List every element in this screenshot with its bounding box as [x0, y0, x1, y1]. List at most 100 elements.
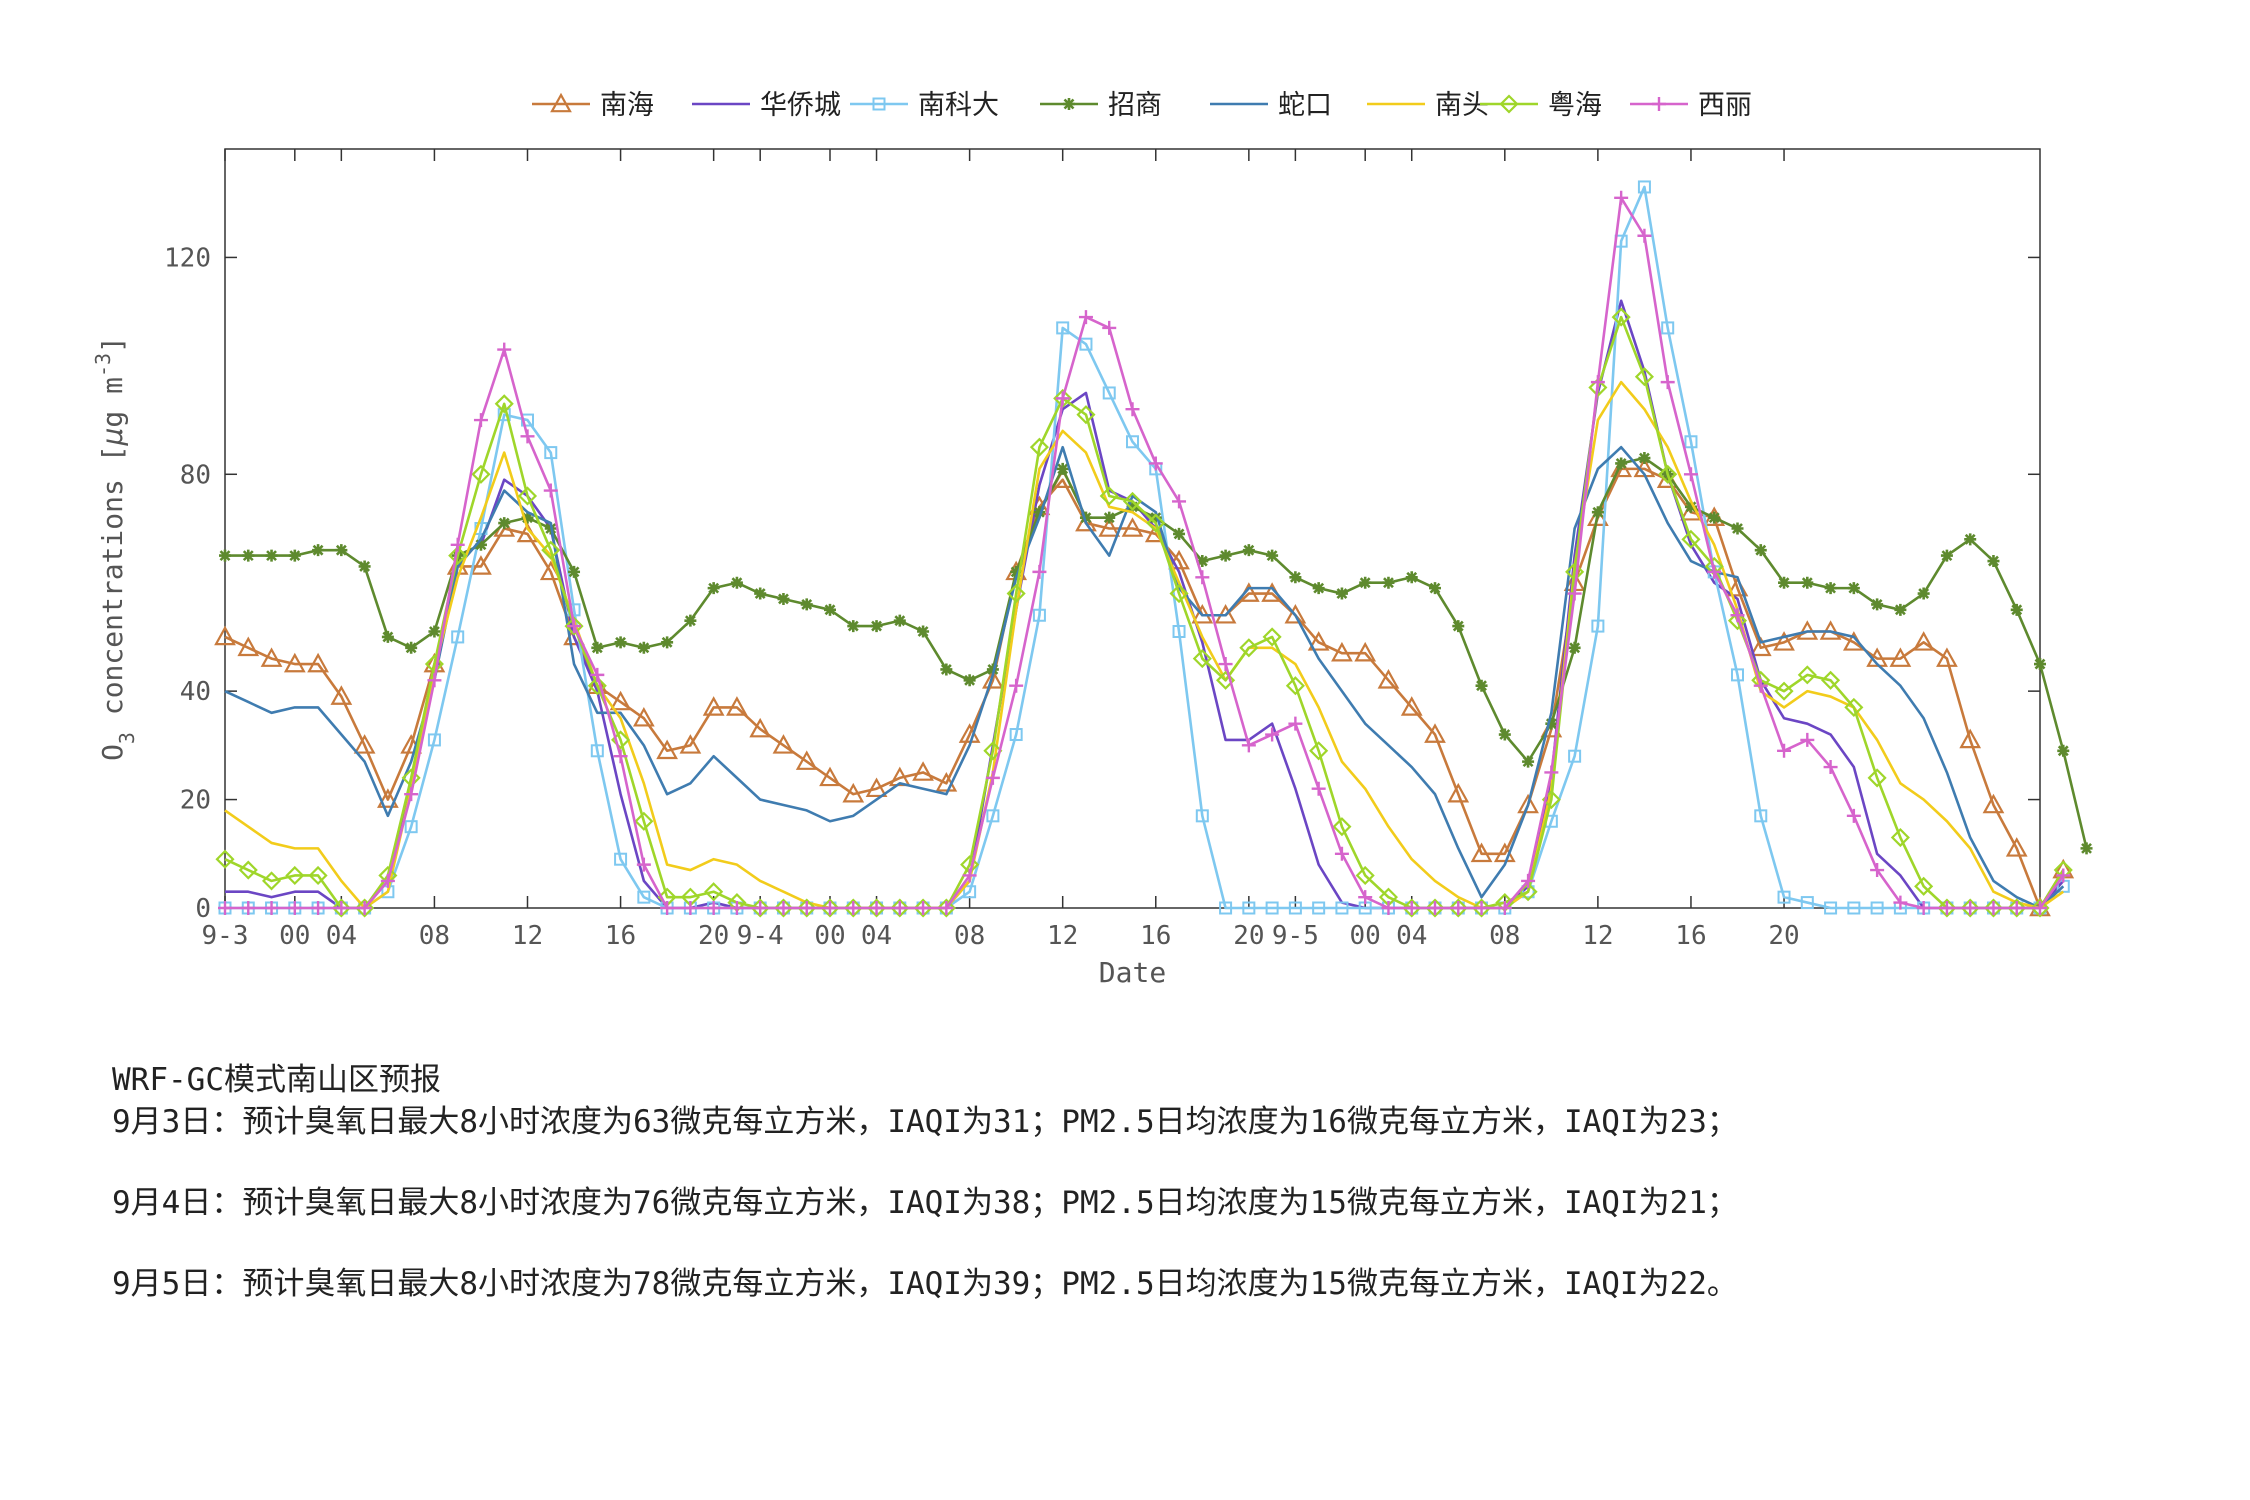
data-point — [1870, 901, 1884, 915]
data-point — [1056, 321, 1070, 335]
legend-item-2[interactable]: 华侨城 — [692, 90, 841, 121]
data-point — [1425, 898, 1445, 918]
data-point — [1517, 793, 1539, 814]
data-point — [1960, 898, 1980, 918]
data-point — [1216, 670, 1236, 690]
data-point — [1545, 717, 1558, 730]
data-point — [1063, 98, 1075, 110]
legend-item-7[interactable]: 粤海 — [1480, 90, 1602, 121]
data-point — [660, 901, 675, 915]
series-5 — [224, 445, 2065, 910]
data-point — [1033, 506, 1046, 519]
legend-label: 招商 — [1108, 90, 1162, 121]
y-axis-label: O3 concentrations [μg m-3] — [91, 336, 139, 761]
data-point — [1591, 506, 1604, 519]
data-point — [497, 408, 511, 422]
data-point — [1916, 901, 1931, 915]
data-point — [985, 770, 1000, 785]
data-point — [632, 706, 655, 727]
x-tick-label: 9-3 — [202, 921, 249, 951]
data-point — [1937, 898, 1957, 918]
legend-label: 粤海 — [1548, 90, 1602, 121]
data-point — [1032, 608, 1046, 622]
data-point — [1475, 679, 1488, 692]
data-point — [776, 901, 791, 915]
data-point — [913, 898, 933, 918]
data-point — [237, 636, 260, 657]
series-1 — [214, 457, 2075, 917]
y-tick-label: 40 — [180, 677, 211, 707]
data-point — [261, 871, 282, 891]
x-tick-label: 04 — [1396, 921, 1427, 951]
data-point — [986, 809, 1000, 823]
legend-label: 南头 — [1435, 90, 1489, 121]
data-point — [634, 811, 654, 831]
data-point — [2056, 868, 2071, 883]
y-tick-label: 20 — [180, 786, 211, 816]
legend-item-3[interactable]: 南科大 — [850, 90, 999, 121]
data-point — [497, 342, 512, 357]
data-point — [312, 544, 325, 557]
data-point — [1219, 901, 1233, 915]
data-point — [1754, 809, 1768, 823]
legend-item-8[interactable]: 西丽 — [1630, 90, 1752, 121]
data-point — [1754, 544, 1767, 557]
data-point — [1219, 549, 1232, 562]
data-point — [1172, 494, 1187, 509]
data-point — [1335, 587, 1348, 600]
data-point — [2034, 658, 2046, 671]
data-point — [797, 898, 817, 918]
data-point — [1470, 842, 1493, 863]
data-point — [2057, 744, 2070, 757]
data-point — [888, 766, 911, 787]
data-point — [381, 630, 394, 643]
data-point — [800, 598, 813, 611]
data-point — [1471, 898, 1492, 918]
data-point — [1335, 901, 1349, 915]
data-point — [543, 483, 558, 498]
data-point — [1778, 576, 1791, 589]
data-point — [912, 761, 934, 781]
legend-item-5[interactable]: 蛇口 — [1210, 90, 1332, 121]
data-point — [1749, 636, 1772, 657]
y-tick-label: 0 — [195, 894, 211, 924]
data-point — [1382, 576, 1395, 589]
data-point — [358, 560, 371, 573]
data-point — [1637, 228, 1652, 243]
legend-item-6[interactable]: 南头 — [1367, 90, 1489, 121]
data-point — [1029, 437, 1049, 457]
data-point — [285, 865, 305, 886]
data-point — [1568, 749, 1582, 763]
data-point — [1265, 901, 1279, 915]
legend-item-4[interactable]: 招商 — [1040, 90, 1162, 121]
data-point — [870, 620, 883, 633]
data-point — [1684, 435, 1698, 449]
data-point — [1940, 549, 1953, 562]
data-point — [1405, 571, 1418, 584]
data-point — [1522, 755, 1535, 768]
data-point — [260, 647, 283, 667]
data-point — [473, 413, 488, 428]
data-point — [241, 901, 256, 915]
data-point — [1894, 603, 1907, 616]
data-point — [1753, 678, 1768, 693]
x-tick-label: 08 — [954, 921, 985, 951]
data-point — [544, 446, 558, 460]
data-point — [1912, 631, 1935, 651]
data-point — [1890, 827, 1910, 848]
legend-item-1[interactable]: 南海 — [532, 90, 654, 121]
data-point — [1172, 625, 1186, 639]
data-point — [614, 852, 628, 866]
data-point — [869, 901, 884, 915]
series-line — [225, 185, 2065, 910]
data-point — [1242, 544, 1255, 557]
data-point — [1824, 901, 1838, 915]
data-point — [726, 696, 748, 716]
data-point — [494, 394, 514, 414]
axis-ticks: 0 20 40 80 120 9-3 00 04 08 12 16 20 9-4 00 04 08 12 16 20… — [164, 149, 2040, 951]
x-tick-label: 00 — [1350, 921, 1381, 951]
data-point — [1400, 696, 1423, 716]
data-point — [2005, 837, 2028, 857]
data-point — [753, 901, 768, 915]
data-point — [1126, 435, 1139, 449]
